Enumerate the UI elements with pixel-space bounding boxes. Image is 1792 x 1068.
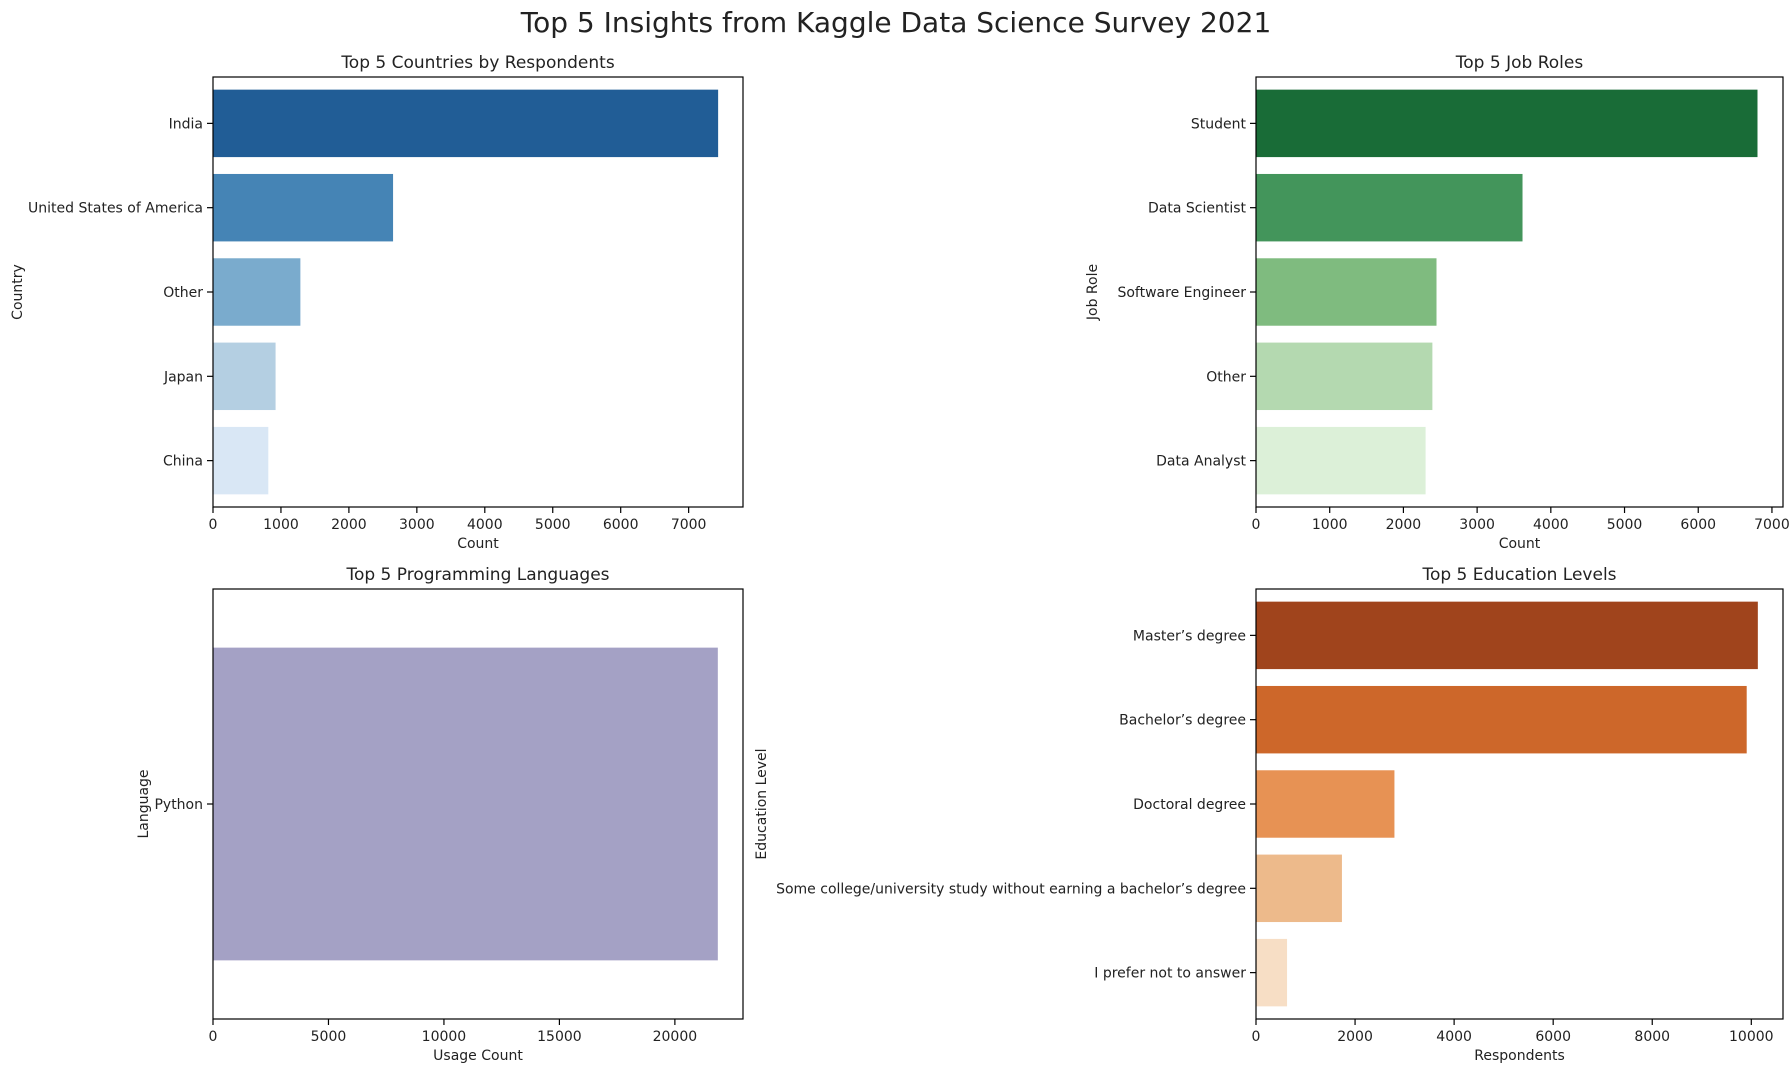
job-roles-category-label: Student — [1191, 116, 1247, 132]
x-tick-label: 0 — [1252, 1029, 1261, 1045]
countries-bar — [213, 258, 301, 326]
job-roles-category-label: Data Scientist — [1148, 201, 1247, 217]
x-tick-label: 20000 — [653, 1029, 698, 1045]
education-category-label: Master’s degree — [1133, 628, 1246, 644]
x-tick-label: 3000 — [1459, 517, 1495, 533]
countries-bar — [213, 426, 269, 495]
countries-chart: India United States of America Other Japan C… — [10, 53, 744, 552]
x-tick-label: 1000 — [263, 517, 299, 533]
education-category-label: Doctoral degree — [1133, 797, 1246, 813]
x-tick-label: 7000 — [671, 517, 707, 533]
education-chart: Master’s degree Bachelor’s degree Doctoral… — [754, 565, 1784, 1064]
education-bar — [1256, 938, 1288, 1007]
countries-x-axis-label: Count — [457, 536, 499, 552]
education-x-axis-label: Respondents — [1474, 1048, 1565, 1064]
x-tick-label: 5000 — [535, 517, 571, 533]
countries-category-label: India — [169, 116, 203, 132]
x-tick-label: 10000 — [1729, 1029, 1774, 1045]
job-roles-x-axis-label: Count — [1499, 536, 1541, 552]
job-roles-category-label: Data Analyst — [1156, 454, 1246, 470]
languages-title: Top 5 Programming Languages — [345, 565, 609, 585]
x-tick-label: 10000 — [422, 1029, 467, 1045]
x-tick-label: 4000 — [467, 517, 503, 533]
figure-title: Top 5 Insights from Kaggle Data Science … — [520, 6, 1272, 39]
countries-title: Top 5 Countries by Respondents — [340, 53, 615, 73]
education-bar — [1256, 685, 1747, 754]
axes-frame — [1255, 588, 1784, 1020]
countries-category-label: Other — [163, 285, 203, 301]
x-tick-label: 8000 — [1634, 1029, 1670, 1045]
education-bar — [1256, 854, 1342, 923]
x-tick-label: 6000 — [603, 517, 639, 533]
axes-frame — [1255, 76, 1784, 508]
x-tick-label: 0 — [209, 1029, 218, 1045]
countries-category-label: China — [163, 454, 203, 470]
countries-bar — [213, 342, 276, 411]
education-y-axis-label: Education Level — [754, 748, 770, 859]
job-roles-bar — [1256, 426, 1426, 495]
x-tick-label: 0 — [1252, 517, 1261, 533]
x-tick-label: 5000 — [311, 1029, 347, 1045]
countries-bar — [213, 173, 394, 242]
x-tick-label: 6000 — [1680, 517, 1716, 533]
x-tick-label: 2000 — [1386, 517, 1422, 533]
education-bar — [1256, 770, 1395, 838]
job-roles-bar — [1256, 89, 1758, 158]
job-roles-category-label: Other — [1206, 369, 1246, 385]
job-roles-bar — [1256, 258, 1437, 326]
chart-panels: India United States of America Other Japan C… — [10, 53, 1790, 1064]
countries-bar — [213, 89, 719, 158]
languages-bar — [213, 647, 718, 961]
job-roles-category-label: Software Engineer — [1117, 285, 1246, 301]
job-roles-title: Top 5 Job Roles — [1455, 53, 1584, 73]
languages-x-axis-label: Usage Count — [433, 1048, 523, 1064]
education-title: Top 5 Education Levels — [1421, 565, 1616, 585]
countries-y-axis-label: Country — [10, 264, 26, 320]
x-tick-label: 5000 — [1607, 517, 1643, 533]
x-tick-label: 7000 — [1754, 517, 1790, 533]
languages-category-label: Python — [154, 797, 203, 813]
x-tick-label: 4000 — [1533, 517, 1569, 533]
education-bar — [1256, 601, 1758, 670]
job-roles-y-axis-label: Job Role — [1085, 264, 1101, 321]
languages-chart: Python 0 5000 10000 15000 20000 Top 5 Programm… — [136, 565, 744, 1064]
job-roles-chart: Student Data Scientist Software Engineer Ot… — [1085, 53, 1790, 552]
job-roles-bar — [1256, 173, 1523, 242]
x-tick-label: 6000 — [1535, 1029, 1571, 1045]
education-category-label: I prefer not to answer — [1094, 966, 1246, 982]
x-tick-label: 0 — [209, 517, 218, 533]
axes-frame — [212, 588, 744, 1020]
languages-y-axis-label: Language — [136, 769, 152, 838]
x-tick-label: 2000 — [331, 517, 367, 533]
x-tick-label: 1000 — [1312, 517, 1348, 533]
education-category-label: Bachelor’s degree — [1119, 713, 1246, 729]
education-category-label: Some college/university study without ea… — [776, 881, 1246, 897]
x-tick-label: 2000 — [1337, 1029, 1373, 1045]
countries-category-label: United States of America — [28, 201, 203, 217]
countries-category-label: Japan — [163, 369, 203, 385]
x-tick-label: 15000 — [537, 1029, 582, 1045]
x-tick-label: 4000 — [1436, 1029, 1472, 1045]
axes-frame — [212, 76, 744, 508]
x-tick-label: 3000 — [399, 517, 435, 533]
job-roles-bar — [1256, 342, 1433, 411]
